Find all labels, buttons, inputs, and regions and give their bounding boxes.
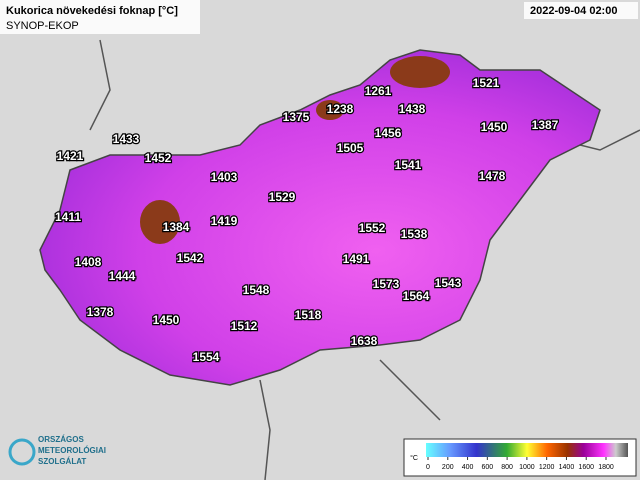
tick-label: 400 (462, 464, 474, 471)
station-value: 1512 (231, 319, 258, 333)
tick-label: 600 (481, 464, 493, 471)
station-value: 1542 (177, 251, 204, 265)
tick-label: 800 (501, 464, 513, 471)
highland (316, 100, 344, 120)
source: SYNOP-EKOP (6, 20, 79, 32)
station-value: 1478 (479, 169, 506, 183)
tick-label: 1600 (578, 464, 594, 471)
station-value: 1450 (153, 313, 180, 327)
station-value: 1505 (337, 141, 364, 155)
station-value: 1538 (401, 227, 428, 241)
colorbar (426, 443, 628, 457)
station-value: 1554 (193, 350, 220, 364)
hungary (39, 49, 601, 386)
station-value: 1638 (351, 334, 378, 348)
station-value: 1411 (55, 210, 81, 224)
station-value: 1375 (283, 110, 310, 124)
station-value: 1387 (532, 118, 559, 132)
station-value: 1518 (295, 308, 322, 322)
title: Kukorica növekedési foknap [°C] (6, 5, 178, 17)
tick-label: 1800 (598, 464, 614, 471)
station-value: 1529 (269, 190, 296, 204)
station-value: 1378 (87, 305, 114, 319)
station-value: 1521 (473, 76, 500, 90)
legend-ticks: 0 200 400 600 800 1000 1200 1400 1600 1800 (426, 457, 614, 471)
date-box (524, 2, 638, 19)
station-value: 1491 (343, 252, 370, 266)
tick-label: 0 (426, 464, 430, 471)
highland (140, 200, 180, 244)
station-value: 1403 (211, 170, 238, 184)
station-value: 1552 (359, 221, 386, 235)
stations: 1521 1261 1238 1438 1375 1450 1387 1456 1433 1505… (54, 75, 560, 366)
logo-line: METEOROLÓGIAI (38, 446, 106, 455)
tick-label: 1400 (559, 464, 575, 471)
highland (390, 56, 450, 88)
station-value: 1408 (75, 255, 102, 269)
date: 2022-09-04 02:00 (530, 5, 617, 17)
station-value: 1452 (145, 151, 172, 165)
station-value: 1543 (435, 276, 462, 290)
border (89, 39, 640, 480)
station-value: 1541 (395, 158, 422, 172)
station-value: 1564 (403, 289, 430, 303)
station-value: 1261 (365, 84, 392, 98)
logo-line: ORSZÁGOS (38, 435, 84, 444)
station-value: 1573 (373, 277, 400, 291)
tick-label: 200 (442, 464, 454, 471)
station-value: 1384 (163, 220, 190, 234)
station-value: 1456 (375, 126, 402, 140)
station-value: 1421 (57, 149, 84, 163)
station-value: 1444 (109, 269, 136, 283)
station-value: 1450 (481, 120, 508, 134)
station-value: 1419 (211, 214, 238, 228)
station-value: 1433 (113, 132, 140, 146)
tick-label: 1200 (539, 464, 555, 471)
station-value: 1438 (399, 102, 426, 116)
legend-unit: °C (410, 454, 418, 462)
station-value: 1548 (243, 283, 270, 297)
tick-label: 1000 (519, 464, 535, 471)
logo-icon (8, 438, 36, 466)
header-box (0, 0, 200, 34)
station-value: 1238 (327, 102, 354, 116)
logo-line: SZOLGÁLAT (38, 457, 86, 466)
